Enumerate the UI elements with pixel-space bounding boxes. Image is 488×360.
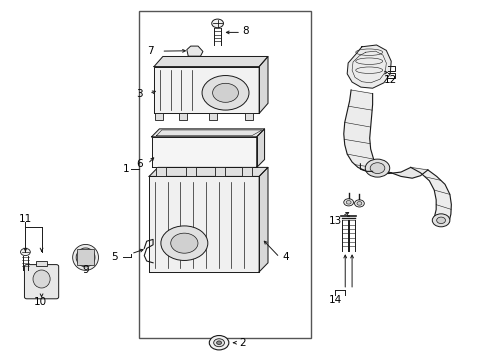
Circle shape <box>365 159 389 177</box>
Text: 3: 3 <box>136 89 142 99</box>
Bar <box>179 113 187 120</box>
Bar <box>208 113 216 120</box>
Bar <box>185 167 195 176</box>
Ellipse shape <box>73 244 98 270</box>
Polygon shape <box>154 67 259 113</box>
Polygon shape <box>154 57 267 67</box>
Circle shape <box>356 202 361 205</box>
Polygon shape <box>186 46 203 56</box>
Bar <box>139 11 310 338</box>
Bar <box>77 249 94 265</box>
Circle shape <box>209 336 228 350</box>
Circle shape <box>216 341 221 345</box>
Bar <box>242 167 251 176</box>
Polygon shape <box>259 167 267 272</box>
Text: 11: 11 <box>19 214 32 224</box>
Bar <box>155 113 163 120</box>
Text: 6: 6 <box>136 159 142 169</box>
Ellipse shape <box>33 270 50 288</box>
Polygon shape <box>151 129 264 137</box>
Ellipse shape <box>76 248 95 267</box>
Text: 10: 10 <box>34 297 47 307</box>
Polygon shape <box>346 45 390 88</box>
Text: 1: 1 <box>122 164 129 174</box>
Circle shape <box>212 83 238 102</box>
Circle shape <box>161 226 207 261</box>
Polygon shape <box>410 167 450 222</box>
Polygon shape <box>149 176 259 272</box>
Text: 4: 4 <box>282 252 288 262</box>
Text: 14: 14 <box>327 294 341 305</box>
Polygon shape <box>343 90 390 173</box>
Circle shape <box>202 76 248 110</box>
Text: 7: 7 <box>147 46 154 56</box>
Circle shape <box>211 19 223 28</box>
Polygon shape <box>364 167 427 178</box>
Polygon shape <box>151 137 256 167</box>
Text: 12: 12 <box>383 75 396 85</box>
Circle shape <box>20 248 30 256</box>
Text: 8: 8 <box>242 26 249 36</box>
Text: 2: 2 <box>239 338 246 348</box>
Circle shape <box>436 217 445 224</box>
Bar <box>156 167 166 176</box>
Text: 13: 13 <box>327 216 341 226</box>
Ellipse shape <box>80 252 91 264</box>
Circle shape <box>354 200 364 207</box>
Bar <box>36 261 47 266</box>
Circle shape <box>170 233 198 253</box>
Polygon shape <box>259 57 267 113</box>
Bar <box>245 113 253 120</box>
FancyBboxPatch shape <box>24 265 59 299</box>
Polygon shape <box>256 129 264 167</box>
Circle shape <box>369 163 384 174</box>
Text: 9: 9 <box>82 265 89 275</box>
Circle shape <box>343 199 353 206</box>
Polygon shape <box>149 167 267 176</box>
Bar <box>215 167 224 176</box>
Circle shape <box>431 214 449 227</box>
Text: 5: 5 <box>111 252 118 262</box>
Circle shape <box>346 201 350 204</box>
Circle shape <box>213 339 224 347</box>
